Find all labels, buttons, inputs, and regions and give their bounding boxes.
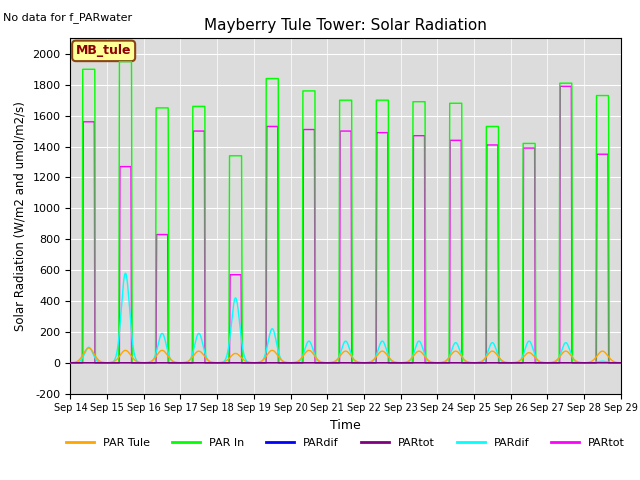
Legend: PAR Tule, PAR In, PARdif, PARtot, PARdif, PARtot: PAR Tule, PAR In, PARdif, PARtot, PARdif… — [62, 433, 629, 452]
Text: No data for f_PARwater: No data for f_PARwater — [3, 12, 132, 23]
Y-axis label: Solar Radiation (W/m2 and umol/m2/s): Solar Radiation (W/m2 and umol/m2/s) — [14, 101, 27, 331]
Title: Mayberry Tule Tower: Solar Radiation: Mayberry Tule Tower: Solar Radiation — [204, 18, 487, 33]
X-axis label: Time: Time — [330, 419, 361, 432]
Text: MB_tule: MB_tule — [76, 44, 131, 58]
